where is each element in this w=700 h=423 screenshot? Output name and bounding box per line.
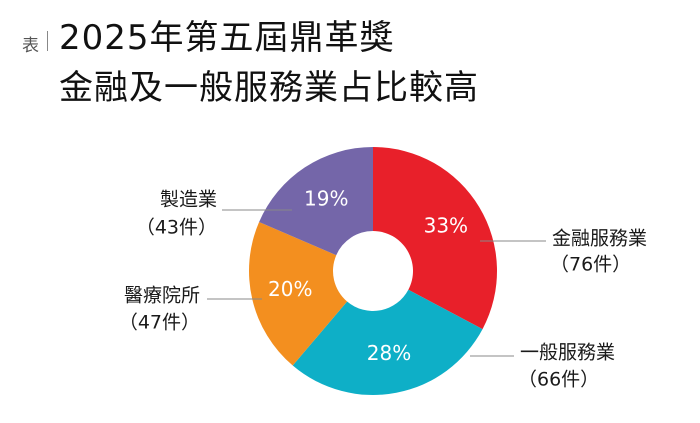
category-name-manufacturing: 製造業: [160, 189, 217, 211]
slice-percent-label: 28%: [367, 341, 411, 365]
category-count-general-services: （66件）: [518, 369, 599, 391]
slice-manufacturing: [259, 147, 373, 256]
category-name-medical-institutions: 醫療院所: [124, 285, 200, 307]
chart-title-line-2: 金融及一般服務業占比較高: [59, 68, 479, 108]
table-tag: 表: [22, 36, 39, 56]
category-count-manufacturing: （43件）: [136, 217, 217, 239]
slice-percent-label: 20%: [268, 277, 312, 301]
slice-percent-label: 19%: [304, 187, 348, 211]
category-count-finance-services: （76件）: [550, 254, 631, 276]
donut-slices: 33% 28% 20% 19%: [249, 147, 497, 395]
slice-percent-label: 33%: [424, 214, 468, 238]
slice-medical-institutions: [249, 222, 348, 366]
category-callouts: 金融服務業 （76件） 一般服務業 （66件） 醫療院所 （47件） 製造業 （43件）: [119, 189, 647, 391]
slice-general-services: [292, 289, 483, 395]
category-count-medical-institutions: （47件）: [119, 312, 200, 334]
category-name-finance-services: 金融服務業: [552, 228, 647, 250]
chart-title-line-1: 2025年第五屆鼎革獎: [59, 18, 395, 58]
category-name-general-services: 一般服務業: [520, 342, 615, 364]
slice-finance-services: [373, 147, 497, 330]
tag-divider: [47, 31, 48, 51]
chart-header: 表 2025年第五屆鼎革獎 金融及一般服務業占比較高: [0, 0, 700, 120]
